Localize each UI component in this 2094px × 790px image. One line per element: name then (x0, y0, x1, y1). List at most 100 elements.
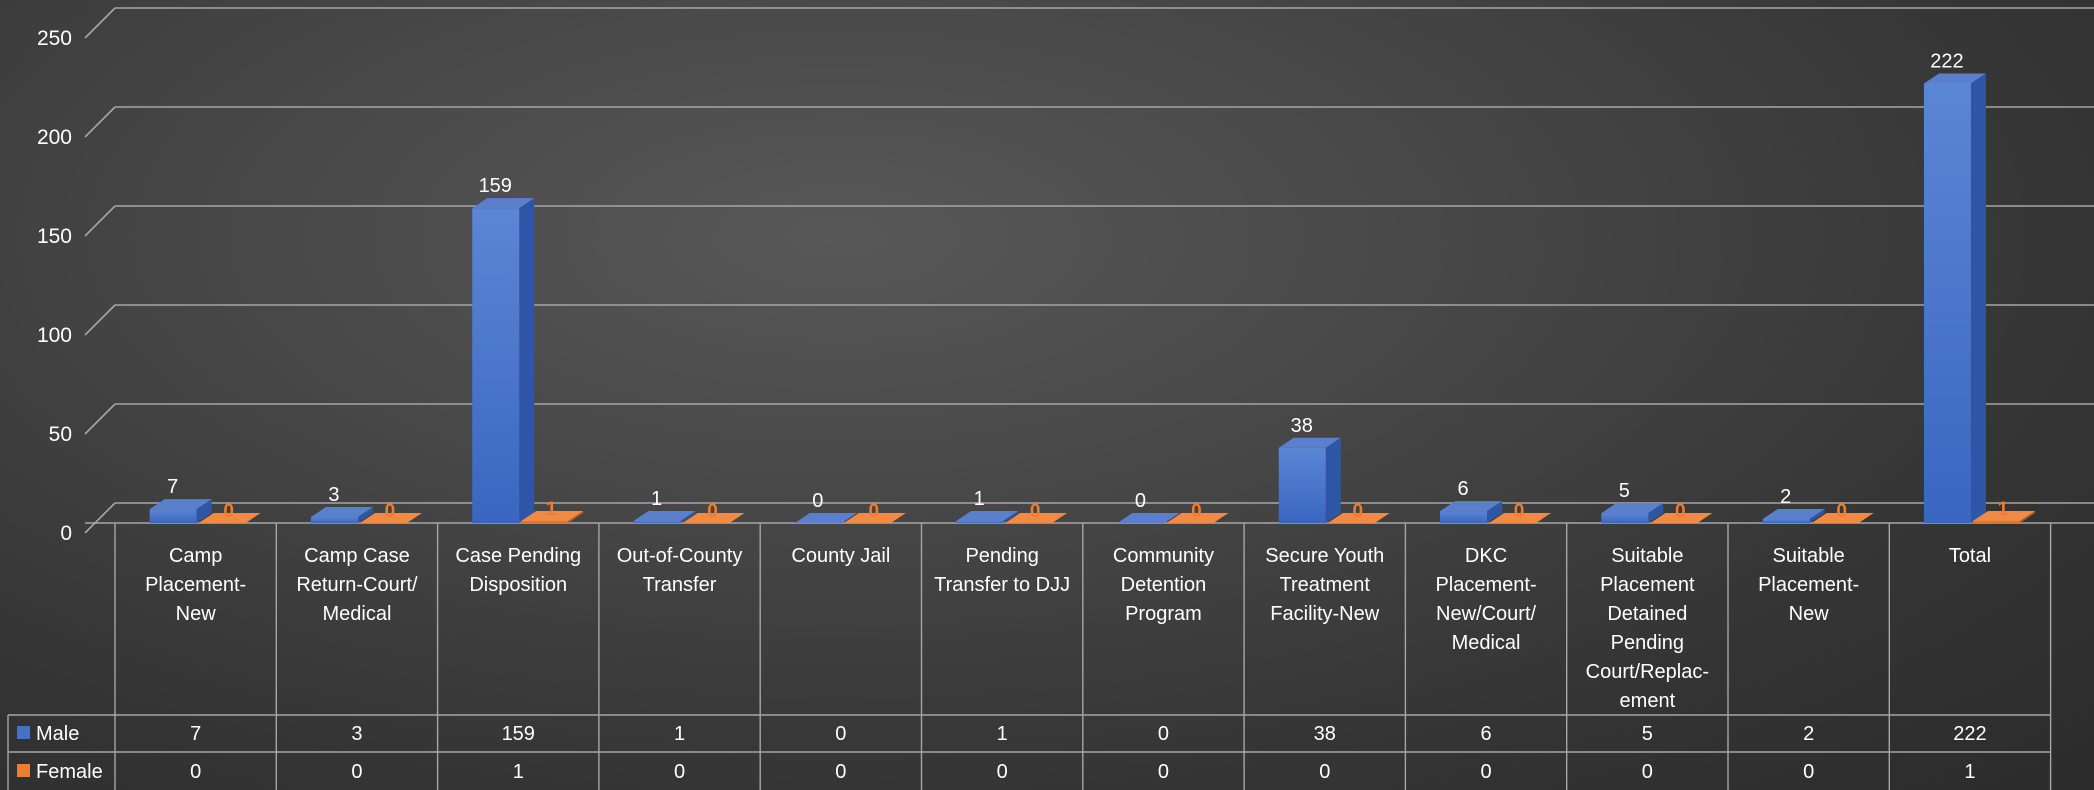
female-bar-front (1973, 521, 2020, 523)
female-value-label: 0 (1352, 501, 1363, 522)
table-cell-female: 0 (835, 761, 846, 783)
table-cell-male: 0 (835, 723, 846, 745)
male-value-label: 1 (974, 488, 985, 510)
male-bar-side (1326, 438, 1341, 523)
table-cell-male: 7 (190, 723, 201, 745)
y-tick-label: 100 (37, 324, 72, 347)
data-table: Camp Placement-New Camp Case Return-Court/M… (8, 523, 2051, 790)
male-value-label: 6 (1457, 478, 1468, 500)
female-value-label: 0 (1191, 501, 1202, 522)
y-axis: 0 50 100 150 200 250 (37, 27, 72, 545)
y-tick-label: 50 (49, 423, 72, 446)
male-value-label: 1 (651, 488, 662, 510)
gridline-side (85, 305, 115, 335)
bars (150, 73, 2035, 523)
table-cell-male: 38 (1314, 723, 1336, 745)
male-bar-front (1601, 513, 1648, 523)
female-value-label: 0 (1514, 501, 1525, 522)
y-tick-label: 200 (37, 126, 72, 149)
category-label: Pending Transfer to DJJ (934, 545, 1070, 596)
table-cell-male: 0 (1158, 723, 1169, 745)
table-cell-male: 159 (502, 723, 535, 745)
y-tick-label: 0 (60, 522, 72, 545)
category-label: Suitable Placement-New (1758, 545, 1859, 625)
female-value-label: 0 (1836, 501, 1847, 522)
male-value-label: 0 (812, 490, 823, 512)
table-cell-female: 0 (1319, 761, 1330, 783)
table-cell-female: 0 (351, 761, 362, 783)
female-value-label: 0 (869, 501, 880, 522)
gridline-side (85, 206, 115, 236)
category-label: Secure Youth Treatment Facility-New (1265, 545, 1384, 625)
table-cell-male: 2 (1803, 723, 1814, 745)
category-label: Camp Case Return-Court/Medical (296, 545, 418, 625)
male-bar (1279, 438, 1341, 523)
table-cell-female: 1 (1964, 761, 1975, 783)
table-cell-female: 0 (997, 761, 1008, 783)
male-value-label: 3 (328, 484, 339, 506)
male-value-label: 159 (479, 175, 512, 197)
male-bar-front (634, 521, 681, 523)
table-cell-female: 0 (1480, 761, 1491, 783)
series-label-male: Male (36, 723, 79, 745)
male-bar (472, 198, 534, 523)
category-label: Suitable Placement Detained Pending Court/Re… (1586, 545, 1709, 712)
female-value-label: 0 (1030, 501, 1041, 522)
category-label: Total (1949, 545, 1991, 567)
series-label-female: Female (36, 761, 103, 783)
category-label: Out-of-County Transfer (617, 545, 743, 596)
male-value-label: 222 (1930, 50, 1963, 72)
table-cell-female: 0 (1642, 761, 1653, 783)
category-label: County Jail (791, 545, 890, 567)
male-bar-front (1440, 511, 1487, 523)
male-bar-front (1279, 448, 1326, 523)
male-bar-side (519, 198, 534, 523)
male-value-label: 0 (1135, 490, 1146, 512)
category-label: DKC Placement-New/Court/Medical (1435, 545, 1536, 654)
female-value-label: 0 (223, 501, 234, 522)
male-bar-top (956, 511, 1018, 521)
female-value-label: 1 (546, 499, 557, 520)
table-cell-female: 0 (674, 761, 685, 783)
male-value-label: 7 (167, 476, 178, 498)
gridline-side (85, 404, 115, 434)
gridline-side (85, 8, 115, 38)
table-cell-male: 1 (674, 723, 685, 745)
category-label: Camp Placement-New (145, 545, 246, 625)
male-value-label: 2 (1780, 486, 1791, 508)
gridline-side (85, 107, 115, 137)
female-bar-front (521, 521, 568, 523)
legend-key-female (17, 764, 30, 777)
male-bar-side (1971, 73, 1986, 523)
male-bar (1440, 501, 1502, 523)
gridline-side (85, 503, 115, 533)
male-bar-front (1763, 519, 1810, 523)
table-cell-female: 0 (190, 761, 201, 783)
table-cell-female: 1 (513, 761, 524, 783)
male-bar-front (956, 521, 1003, 523)
y-tick-label: 150 (37, 225, 72, 248)
male-bar-front (150, 509, 197, 523)
table-cell-female: 0 (1158, 761, 1169, 783)
female-value-label: 0 (1675, 501, 1686, 522)
table-cell-male: 222 (1953, 723, 1986, 745)
male-bar (1601, 503, 1663, 523)
table-cell-male: 3 (351, 723, 362, 745)
female-value-label: 0 (385, 501, 396, 522)
male-value-label: 38 (1291, 415, 1313, 437)
table-cell-female: 0 (1803, 761, 1814, 783)
legend-key-male (17, 726, 30, 739)
female-value-label: 0 (707, 501, 718, 522)
male-bar (1924, 73, 1986, 523)
table-cell-male: 1 (997, 723, 1008, 745)
table-cell-male: 5 (1642, 723, 1653, 745)
male-bar-front (311, 517, 358, 523)
category-label: Community Detention Program (1113, 545, 1214, 625)
male-bar-top (634, 511, 696, 521)
male-bar-front (472, 208, 519, 523)
gridlines (85, 8, 2094, 533)
male-value-label: 5 (1619, 480, 1630, 502)
category-label: Case Pending Disposition (455, 545, 581, 596)
table-cell-male: 6 (1480, 723, 1491, 745)
